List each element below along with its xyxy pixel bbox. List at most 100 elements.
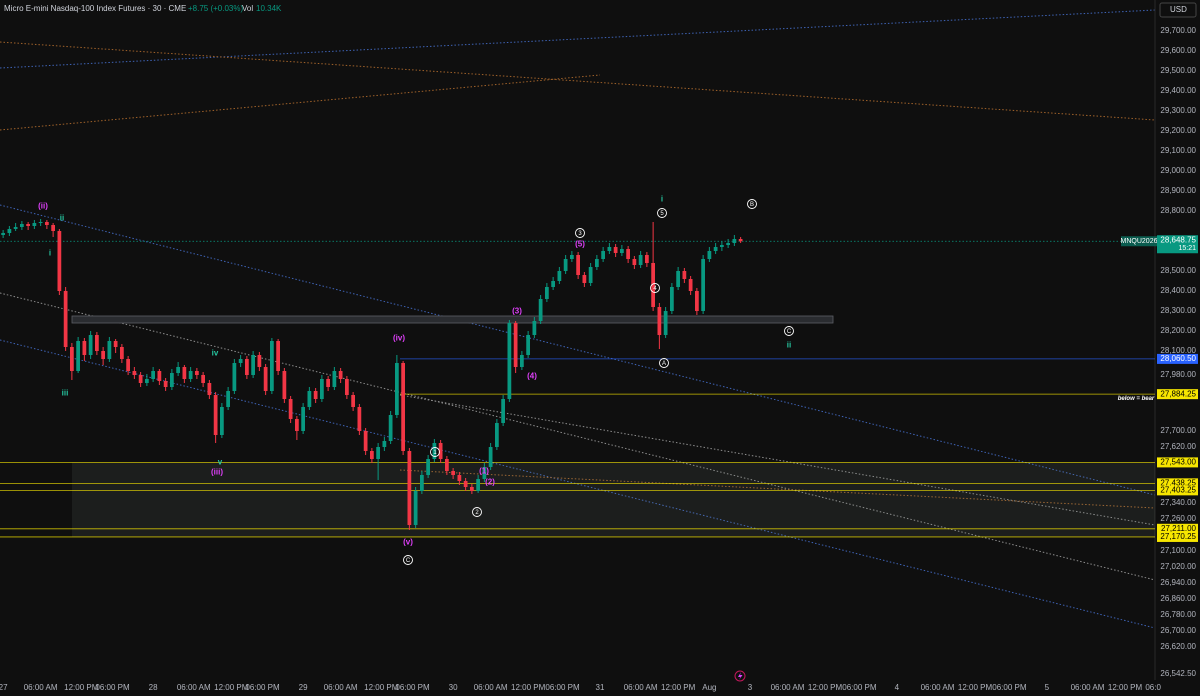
candle-body	[426, 459, 430, 475]
trend-lines	[0, 9, 1156, 629]
candle-body	[657, 307, 662, 335]
candle-body	[713, 247, 718, 251]
wave-circle	[575, 228, 585, 238]
wave-label: A	[662, 361, 666, 367]
candle-body	[482, 467, 487, 479]
y-tick-label: 26,860.00	[1160, 594, 1196, 603]
candle-body	[188, 371, 193, 379]
candle-body	[82, 341, 87, 355]
candle-body	[376, 447, 380, 459]
price-tag-text: 27,438.25	[1160, 478, 1196, 487]
candle-body	[307, 391, 312, 407]
candle-body	[451, 471, 455, 475]
wave-label: (5)	[575, 240, 585, 249]
candle-body	[226, 391, 230, 407]
candle-body	[126, 359, 130, 371]
y-tick-label: 28,300.00	[1160, 306, 1196, 315]
wave-circle	[403, 555, 413, 565]
price-tag	[1157, 389, 1198, 400]
wave-label: iii	[62, 389, 69, 398]
wave-label: ii	[787, 341, 791, 350]
candle-body	[51, 225, 55, 231]
candle-body	[420, 475, 424, 491]
levels	[0, 240, 1155, 538]
y-tick-label: 26,700.00	[1160, 626, 1196, 635]
candle-body	[101, 351, 105, 359]
candle-body	[613, 247, 618, 253]
trend-line	[0, 41, 1156, 121]
x-tick-label: 06:00 PM	[95, 683, 130, 692]
wave-label: iv	[212, 349, 219, 358]
zone-box	[72, 462, 1155, 537]
y-tick-label: 29,500.00	[1160, 66, 1196, 75]
x-tick-label: 12:00 PM	[511, 683, 546, 692]
axes: 29,700.00 29,600.00 29,500.00 29,400.00 29,3…	[0, 26, 1198, 692]
candle-body	[13, 227, 18, 229]
candle-body	[413, 491, 418, 525]
trend-line	[0, 9, 1156, 69]
candle-body	[607, 247, 612, 251]
wave-label: 5	[660, 211, 664, 217]
volume-label: Vol	[242, 4, 253, 13]
x-tick-label: 06:00 AM	[921, 683, 955, 692]
trend-line	[0, 339, 1156, 629]
candle-body	[470, 487, 474, 491]
currency-box[interactable]	[1159, 2, 1197, 18]
wave-label: (v)	[403, 538, 413, 547]
y-tick-label: 29,400.00	[1160, 86, 1196, 95]
candle-body	[676, 271, 680, 287]
candle-body	[345, 379, 349, 395]
y-tick-label: 29,000.00	[1160, 166, 1196, 175]
candle-body	[432, 443, 437, 459]
icon-bolt[interactable]	[738, 672, 743, 680]
candle-body	[232, 363, 237, 391]
wave-circle	[659, 358, 669, 368]
candle-body	[338, 371, 343, 379]
candle-body	[288, 399, 293, 419]
y-tick-label: 28,500.00	[1160, 266, 1196, 275]
price-scale-bottom: 26,542.50	[1160, 669, 1196, 678]
candle-body	[695, 291, 699, 311]
y-tick-label: 29,700.00	[1160, 26, 1196, 35]
x-tick-label: 06:00 AM	[1071, 683, 1105, 692]
wave-label: v	[218, 458, 223, 467]
candle-body	[263, 367, 268, 391]
volume: 10.34K	[256, 4, 282, 13]
price-tag	[1157, 235, 1198, 254]
x-tick-label: 06:00 PM	[395, 683, 430, 692]
x-tick-label: 06:00 AM	[771, 683, 805, 692]
candle-body	[295, 419, 299, 431]
trend-line	[0, 74, 601, 131]
currency[interactable]: USD	[1170, 5, 1187, 14]
y-tick-label: 27,020.00	[1160, 562, 1196, 571]
price-tag	[1157, 353, 1198, 364]
price-tag	[1157, 457, 1198, 468]
candle-body	[132, 371, 137, 375]
x-tick-label: 12:00 PM	[661, 683, 696, 692]
wave-circle	[472, 507, 482, 517]
icon-ring[interactable]	[734, 670, 746, 682]
candle-body	[270, 341, 274, 391]
lightning-icon[interactable]	[734, 670, 746, 682]
candle-body	[688, 279, 693, 291]
candle-body	[388, 415, 393, 441]
candle-body	[632, 259, 637, 265]
y-tick-label: 27,260.00	[1160, 514, 1196, 523]
candle-body	[670, 287, 674, 311]
candle-body	[257, 355, 262, 367]
price-tag-text: 27,170.25	[1160, 532, 1196, 541]
candle-body	[245, 359, 249, 375]
candle-body	[326, 379, 330, 387]
candle-body	[351, 395, 355, 407]
wave-circle	[430, 447, 440, 457]
wave-label: (ii)	[38, 202, 48, 211]
symbol-tag	[1121, 236, 1157, 247]
candle-body	[151, 371, 155, 379]
y-tick-label: 29,100.00	[1160, 146, 1196, 155]
candle-body	[476, 479, 480, 491]
candle-body	[95, 335, 99, 351]
y-tick-label: 27,700.00	[1160, 426, 1196, 435]
candle-body	[145, 379, 149, 383]
candle-body	[507, 323, 512, 399]
